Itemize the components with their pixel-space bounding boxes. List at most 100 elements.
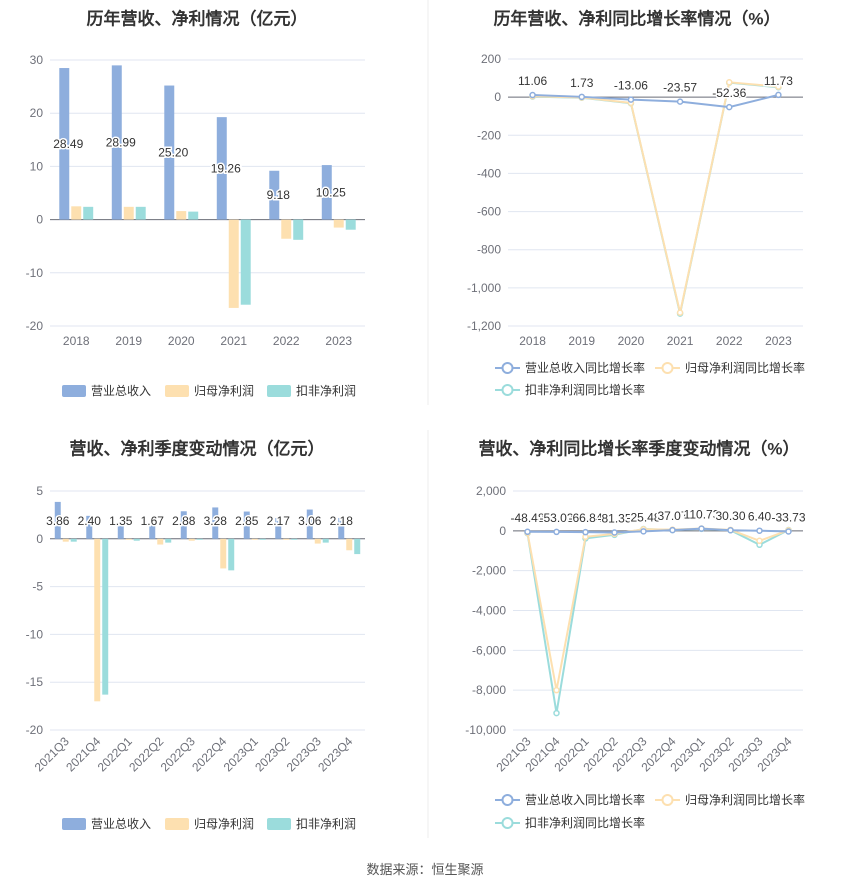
annual-bar-ytick-label: 0 [36,213,43,227]
source-footer: 数据来源：恒生聚源 [366,862,484,877]
quarter-line-ytick-label: -4,000 [472,604,506,618]
quarter-bar-bar-归母净利润 [62,538,69,542]
annual-bar-xtick-label: 2020 [168,334,195,348]
quarter-bar-bar-营业总收入 [117,525,124,539]
quarter-bar-title: 营收、净利季度变动情况（亿元） [70,438,325,458]
annual-bar-data-label: 10.25 [316,185,346,199]
quarter-line-title: 营收、净利同比增长率季度变动情况（%） [478,438,799,458]
quarter-bar-ytick-label: -5 [32,580,43,594]
quarter-bar-legend-swatch [267,818,291,830]
quarter-bar-bar-归母净利润 [251,538,258,540]
annual-bar-bar-归母净利润 [333,219,344,228]
annual-bar-bar-扣非净利润 [345,219,356,230]
quarter-line-ytick-label: 2,000 [476,484,506,498]
annual-bar-bar-扣非净利润 [240,219,251,305]
quarter-line-point-扣非净利润同比增长率 [553,709,560,717]
quarter-bar-data-label: 1.67 [141,514,165,528]
annual-bar-data-label: 9.18 [267,188,291,202]
quarter-bar-data-label: 3.86 [46,514,70,528]
annual-line-data-label: 1.73 [570,76,594,90]
annual-bar-legend-label: 营业总收入 [91,384,151,398]
annual-bar-data-label: 28.49 [53,137,83,151]
quarter-bar-bar-营业总收入 [149,522,156,539]
quarter-line-data-label: -66.84 [568,511,602,525]
quarter-line-point-营业总收入同比增长率 [553,528,560,536]
annual-line-ytick-label: 200 [481,52,501,66]
annual-bar-bar-营业总收入 [59,68,70,220]
annual-bar-ytick-label: -20 [26,319,44,333]
annual-line-point-归母净利润同比增长率 [676,309,684,316]
annual-bar-title: 历年营收、净利情况（亿元） [87,8,308,28]
quarter-bar-bar-归母净利润 [283,538,290,540]
quarter-line-legend-marker [501,794,514,806]
quarter-bar-legend-label: 营业总收入 [91,817,151,831]
annual-line-point-营业总收入同比增长率 [726,103,733,111]
annual-line-xtick-label: 2020 [618,334,645,348]
annual-line-ytick-label: -1,000 [467,281,501,295]
quarter-bar-bar-营业总收入 [275,518,282,539]
annual-bar-bar-扣非净利润 [293,219,304,240]
quarter-line-ytick-label: 0 [499,524,506,538]
quarter-bar-bar-归母净利润 [94,538,101,702]
annual-bar-bar-归母净利润 [71,206,82,220]
annual-bar-bar-归母净利润 [228,219,239,308]
annual-bar-xtick-label: 2023 [325,334,352,348]
quarter-bar-data-label: 1.35 [109,514,133,528]
annual-bar-bar-归母净利润 [281,219,292,239]
quarter-line-data-label: -53.03 [539,511,573,525]
quarter-line-line-营业总收入同比增长率 [527,527,789,534]
annual-bar-bar-营业总收入 [321,165,332,220]
quarter-bar-data-label: 3.28 [204,514,228,528]
quarter-bar-legend-swatch [62,818,86,830]
annual-bar-xtick-label: 2021 [220,334,247,348]
quarter-bar-bar-扣非净利润 [196,538,203,540]
annual-bar-ytick-label: 20 [30,106,44,120]
annual-line-point-营业总收入同比增长率 [578,93,585,101]
annual-line-ytick-label: -800 [477,243,501,257]
quarter-bar-ytick-label: 5 [36,484,43,498]
quarter-line-point-营业总收入同比增长率 [611,529,618,536]
quarter-line-data-label: 37.07 [657,509,687,523]
quarter-line-ytick-label: -2,000 [472,564,506,578]
annual-line-legend-label: 营业总收入同比增长率 [525,360,645,375]
annual-line-xtick-label: 2019 [568,334,595,348]
annual-bar-xtick-label: 2022 [273,334,300,348]
annual-line-xtick-label: 2022 [716,334,743,348]
quarter-bar-xtick-label: 2023Q4 [315,734,355,774]
quarter-bar-data-label: 2.85 [235,514,259,528]
annual-bar-legend-swatch [165,385,189,397]
quarter-bar-bar-扣非净利润 [228,538,235,571]
quarter-bar-data-label: 2.18 [330,514,354,528]
annual-bar-bar-营业总收入 [164,85,175,220]
quarter-line-legend-marker [501,817,514,829]
annual-line-legend-marker [501,384,514,396]
annual-bar-data-label: 25.20 [158,146,188,160]
quarter-bar-bar-营业总收入 [306,509,313,539]
annual-bar-xtick-label: 2018 [63,334,90,348]
annual-line-ytick-label: 0 [494,90,501,104]
quarter-bar-bar-扣非净利润 [133,538,140,541]
annual-line-xtick-label: 2023 [765,334,792,348]
quarter-bar-bar-归母净利润 [314,538,321,544]
quarter-line-ytick-label: -6,000 [472,643,506,657]
quarter-bar-ytick-label: 0 [36,532,43,546]
quarter-bar-bar-扣非净利润 [291,538,298,540]
quarter-bar-bar-归母净利润 [157,538,164,545]
annual-bar-bar-营业总收入 [269,170,280,220]
quarter-bar-bar-归母净利润 [125,538,132,540]
annual-bar-bar-归母净利润 [176,211,187,220]
annual-bar-legend-label: 归母净利润 [194,384,254,398]
annual-bar-legend-swatch [267,385,291,397]
quarter-bar-bar-营业总收入 [180,511,187,539]
quarter-line-legend-label: 扣非净利润同比增长率 [525,815,645,830]
annual-line-legend-label: 扣非净利润同比增长率 [525,382,645,397]
annual-line-point-营业总收入同比增长率 [627,96,635,103]
quarter-bar-data-label: 2.88 [172,514,196,528]
annual-line-point-营业总收入同比增长率 [775,91,782,99]
annual-line-point-归母净利润同比增长率 [775,83,782,90]
quarter-line-legend-label: 营业总收入同比增长率 [525,792,645,807]
annual-line-data-label: -23.57 [663,81,697,95]
annual-line-xtick-label: 2021 [667,334,694,348]
annual-line-data-label: -52.36 [712,86,746,100]
annual-bar-legend-swatch [62,385,86,397]
